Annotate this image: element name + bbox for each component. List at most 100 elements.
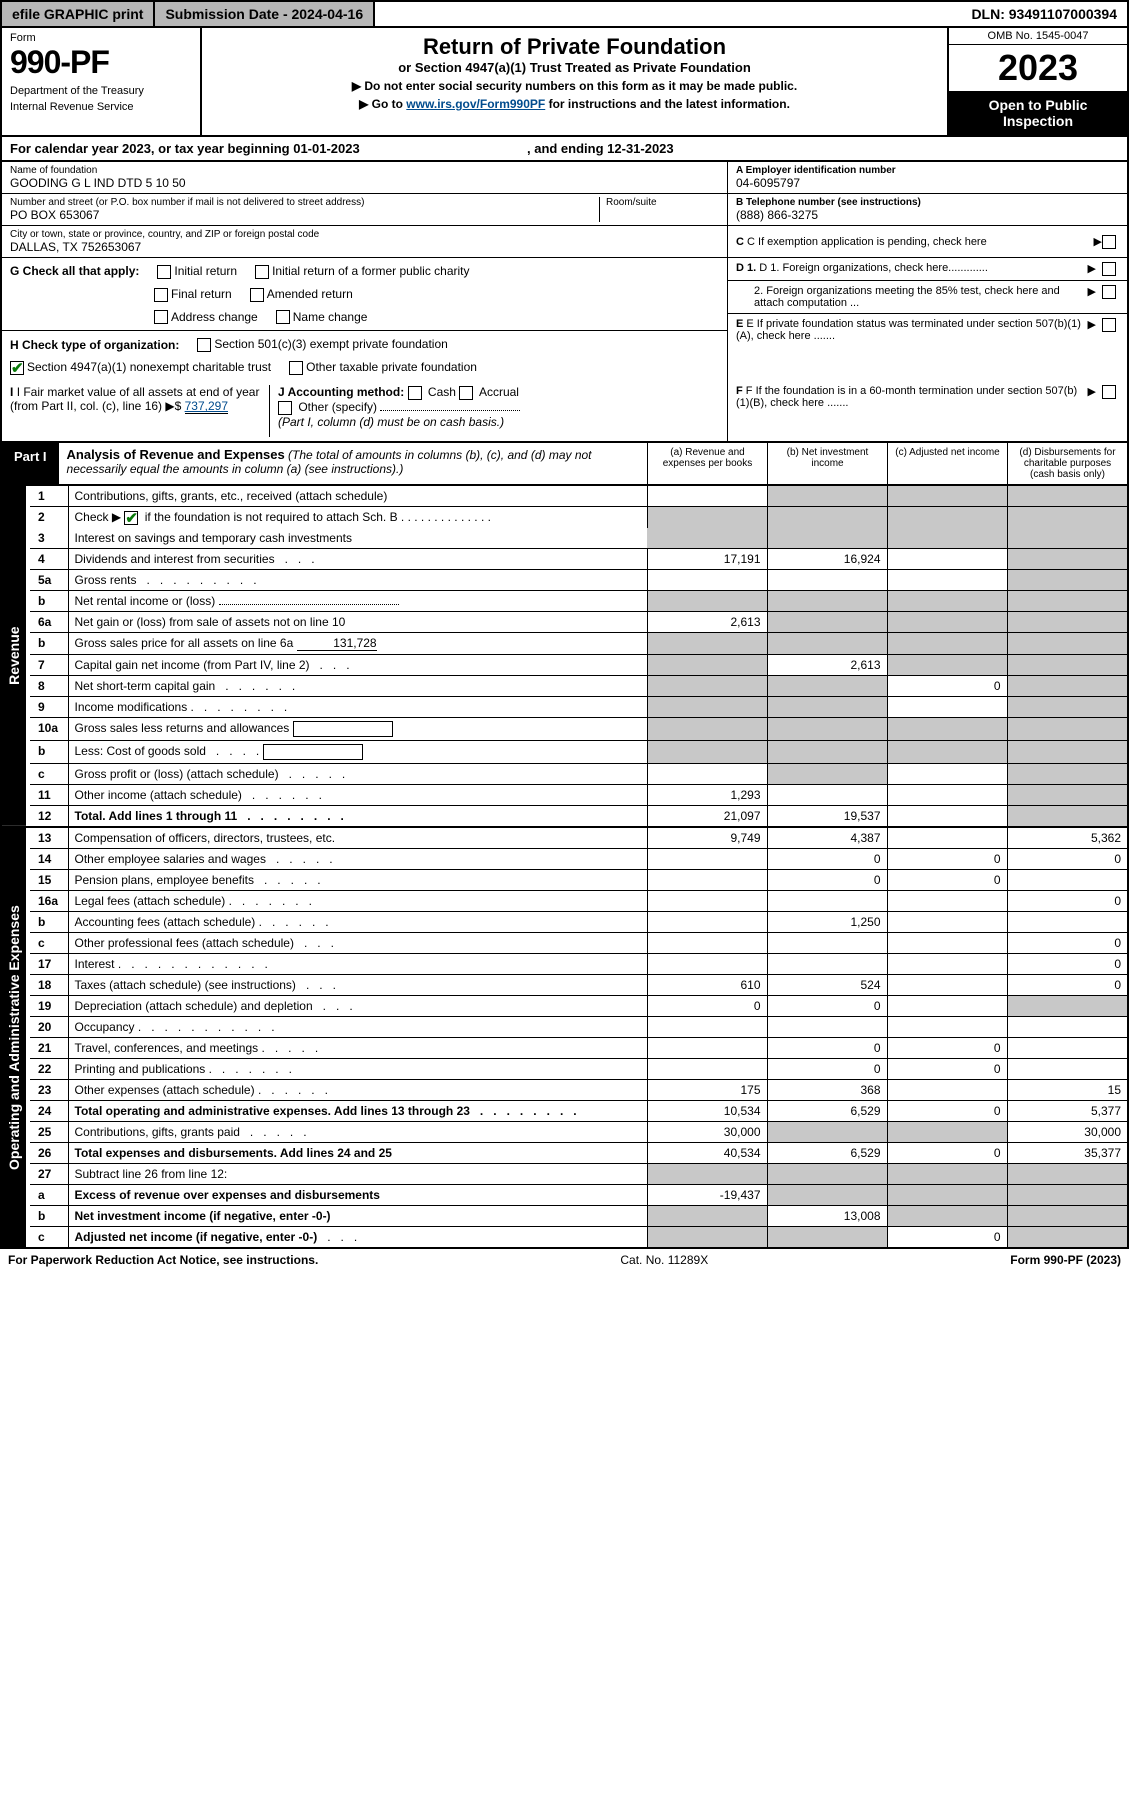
line-13-col-d: 5,362 (1007, 828, 1127, 849)
line-18-col-d: 0 (1007, 974, 1127, 995)
line-24-col-b: 6,529 (767, 1100, 887, 1121)
line-10c-desc: Gross profit or (loss) (attach schedule)… (68, 763, 647, 784)
line-22-col-b: 0 (767, 1058, 887, 1079)
g-opt-4: Address change (171, 310, 258, 324)
line-16a-col-d: 0 (1007, 890, 1127, 911)
line-4-col-a: 17,191 (647, 548, 767, 569)
info-grid: Name of foundation GOODING G L IND DTD 5… (0, 162, 1129, 258)
line-4-col-b: 16,924 (767, 548, 887, 569)
h-other-checkbox[interactable] (289, 361, 303, 375)
line-1-desc: Contributions, gifts, grants, etc., rece… (68, 486, 647, 507)
schb-checkbox[interactable] (124, 511, 138, 525)
line-6b-value: 131,728 (297, 636, 377, 651)
line-14-col-b: 0 (767, 848, 887, 869)
line-16c-col-d: 0 (1007, 932, 1127, 953)
col-a-header: (a) Revenue and expenses per books (647, 443, 767, 484)
line-16b-desc: Accounting fees (attach schedule) . . . … (68, 911, 647, 932)
j-accrual-checkbox[interactable] (459, 386, 473, 400)
col-c-header: (c) Adjusted net income (887, 443, 1007, 484)
addr-label: Number and street (or P.O. box number if… (10, 197, 599, 208)
line-21-col-c: 0 (887, 1037, 1007, 1058)
h-label: H Check type of organization: (10, 338, 179, 352)
arrow-icon: ▶ (1088, 285, 1096, 298)
line-22-col-c: 0 (887, 1058, 1007, 1079)
line-24-col-d: 5,377 (1007, 1100, 1127, 1121)
g-amended-checkbox[interactable] (250, 288, 264, 302)
expenses-table: 13Compensation of officers, directors, t… (30, 828, 1127, 1247)
g-name-change-checkbox[interactable] (276, 310, 290, 324)
j-cash-checkbox[interactable] (408, 386, 422, 400)
line-25-desc: Contributions, gifts, grants paid . . . … (68, 1121, 647, 1142)
line-24-col-a: 10,534 (647, 1100, 767, 1121)
line-18-col-a: 610 (647, 974, 767, 995)
j-accrual-label: Accrual (479, 385, 519, 399)
form990pf-link[interactable]: www.irs.gov/Form990PF (406, 97, 545, 111)
d1-checkbox[interactable] (1102, 262, 1116, 276)
part1-label: Part I (2, 443, 59, 484)
part1-title: Analysis of Revenue and Expenses (67, 447, 285, 462)
h-opt-2: Section 4947(a)(1) nonexempt charitable … (27, 360, 271, 374)
g-opt-0: Initial return (174, 264, 237, 278)
line-26-desc: Total expenses and disbursements. Add li… (68, 1142, 647, 1163)
foundation-name: GOODING G L IND DTD 5 10 50 (10, 176, 719, 190)
arrow-icon: ▶ (1088, 318, 1096, 331)
form-word: Form (10, 32, 192, 44)
instr-link-row: ▶ Go to www.irs.gov/Form990PF for instru… (212, 97, 937, 111)
line-16a-desc: Legal fees (attach schedule) . . . . . .… (68, 890, 647, 911)
e-label: E E If private foundation status was ter… (736, 318, 1082, 342)
dln: DLN: 93491107000394 (961, 2, 1127, 26)
revenue-section: Revenue 1Contributions, gifts, grants, e… (0, 486, 1129, 828)
instr-post: for instructions and the latest informat… (545, 97, 790, 111)
addr-value: PO BOX 653067 (10, 208, 599, 222)
phone-value: (888) 866-3275 (736, 208, 1119, 222)
line-12-desc: Total. Add lines 1 through 11 . . . . . … (68, 805, 647, 826)
line-23-col-d: 15 (1007, 1079, 1127, 1100)
form-subtitle: or Section 4947(a)(1) Trust Treated as P… (212, 60, 937, 75)
line-27-desc: Subtract line 26 from line 12: (68, 1163, 647, 1184)
line-8-col-c: 0 (887, 675, 1007, 696)
g-final-return-checkbox[interactable] (154, 288, 168, 302)
f-checkbox[interactable] (1102, 385, 1116, 399)
f-label: F F If the foundation is in a 60-month t… (736, 385, 1082, 409)
g-initial-former-checkbox[interactable] (255, 265, 269, 279)
line-27b-desc: Net investment income (if negative, ente… (68, 1205, 647, 1226)
line-18-desc: Taxes (attach schedule) (see instruction… (68, 974, 647, 995)
g-initial-return-checkbox[interactable] (157, 265, 171, 279)
h-501c3-checkbox[interactable] (197, 338, 211, 352)
line-19-col-b: 0 (767, 995, 887, 1016)
d1-label: D 1. D 1. Foreign organizations, check h… (736, 262, 1082, 274)
h-opt-3: Other taxable private foundation (306, 360, 477, 374)
calyear-end: , and ending 12-31-2023 (527, 141, 674, 156)
g-opt-1: Initial return of a former public charit… (272, 264, 469, 278)
line-7-col-b: 2,613 (767, 654, 887, 675)
revenue-table: 1Contributions, gifts, grants, etc., rec… (30, 486, 1127, 826)
i-value[interactable]: 737,297 (185, 399, 228, 414)
line-25-col-d: 30,000 (1007, 1121, 1127, 1142)
g-opt-5: Name change (293, 310, 368, 324)
line-24-col-c: 0 (887, 1100, 1007, 1121)
line-21-col-b: 0 (767, 1037, 887, 1058)
line-24-desc: Total operating and administrative expen… (68, 1100, 647, 1121)
c-checkbox[interactable] (1102, 235, 1116, 249)
g-opt-3: Amended return (267, 287, 353, 301)
e-checkbox[interactable] (1102, 318, 1116, 332)
city-value: DALLAS, TX 752653067 (10, 240, 719, 254)
d2-checkbox[interactable] (1102, 285, 1116, 299)
j-other-checkbox[interactable] (278, 401, 292, 415)
footer-cat: Cat. No. 11289X (620, 1253, 708, 1267)
g-address-change-checkbox[interactable] (154, 310, 168, 324)
line-21-desc: Travel, conferences, and meetings . . . … (68, 1037, 647, 1058)
line-8-desc: Net short-term capital gain . . . . . . (68, 675, 647, 696)
i-j-row: I I Fair market value of all assets at e… (0, 381, 1129, 443)
line-20-desc: Occupancy . . . . . . . . . . . (68, 1016, 647, 1037)
line-27a-desc: Excess of revenue over expenses and disb… (68, 1184, 647, 1205)
ein-value: 04-6095797 (736, 176, 1119, 190)
j-cash-label: Cash (428, 385, 456, 399)
line-7-desc: Capital gain net income (from Part IV, l… (68, 654, 647, 675)
line-19-desc: Depreciation (attach schedule) and deple… (68, 995, 647, 1016)
h-4947-checkbox[interactable] (10, 361, 24, 375)
line-23-desc: Other expenses (attach schedule) . . . .… (68, 1079, 647, 1100)
line-27b-col-b: 13,008 (767, 1205, 887, 1226)
expenses-side-label: Operating and Administrative Expenses (2, 828, 26, 1247)
line-18-col-b: 524 (767, 974, 887, 995)
